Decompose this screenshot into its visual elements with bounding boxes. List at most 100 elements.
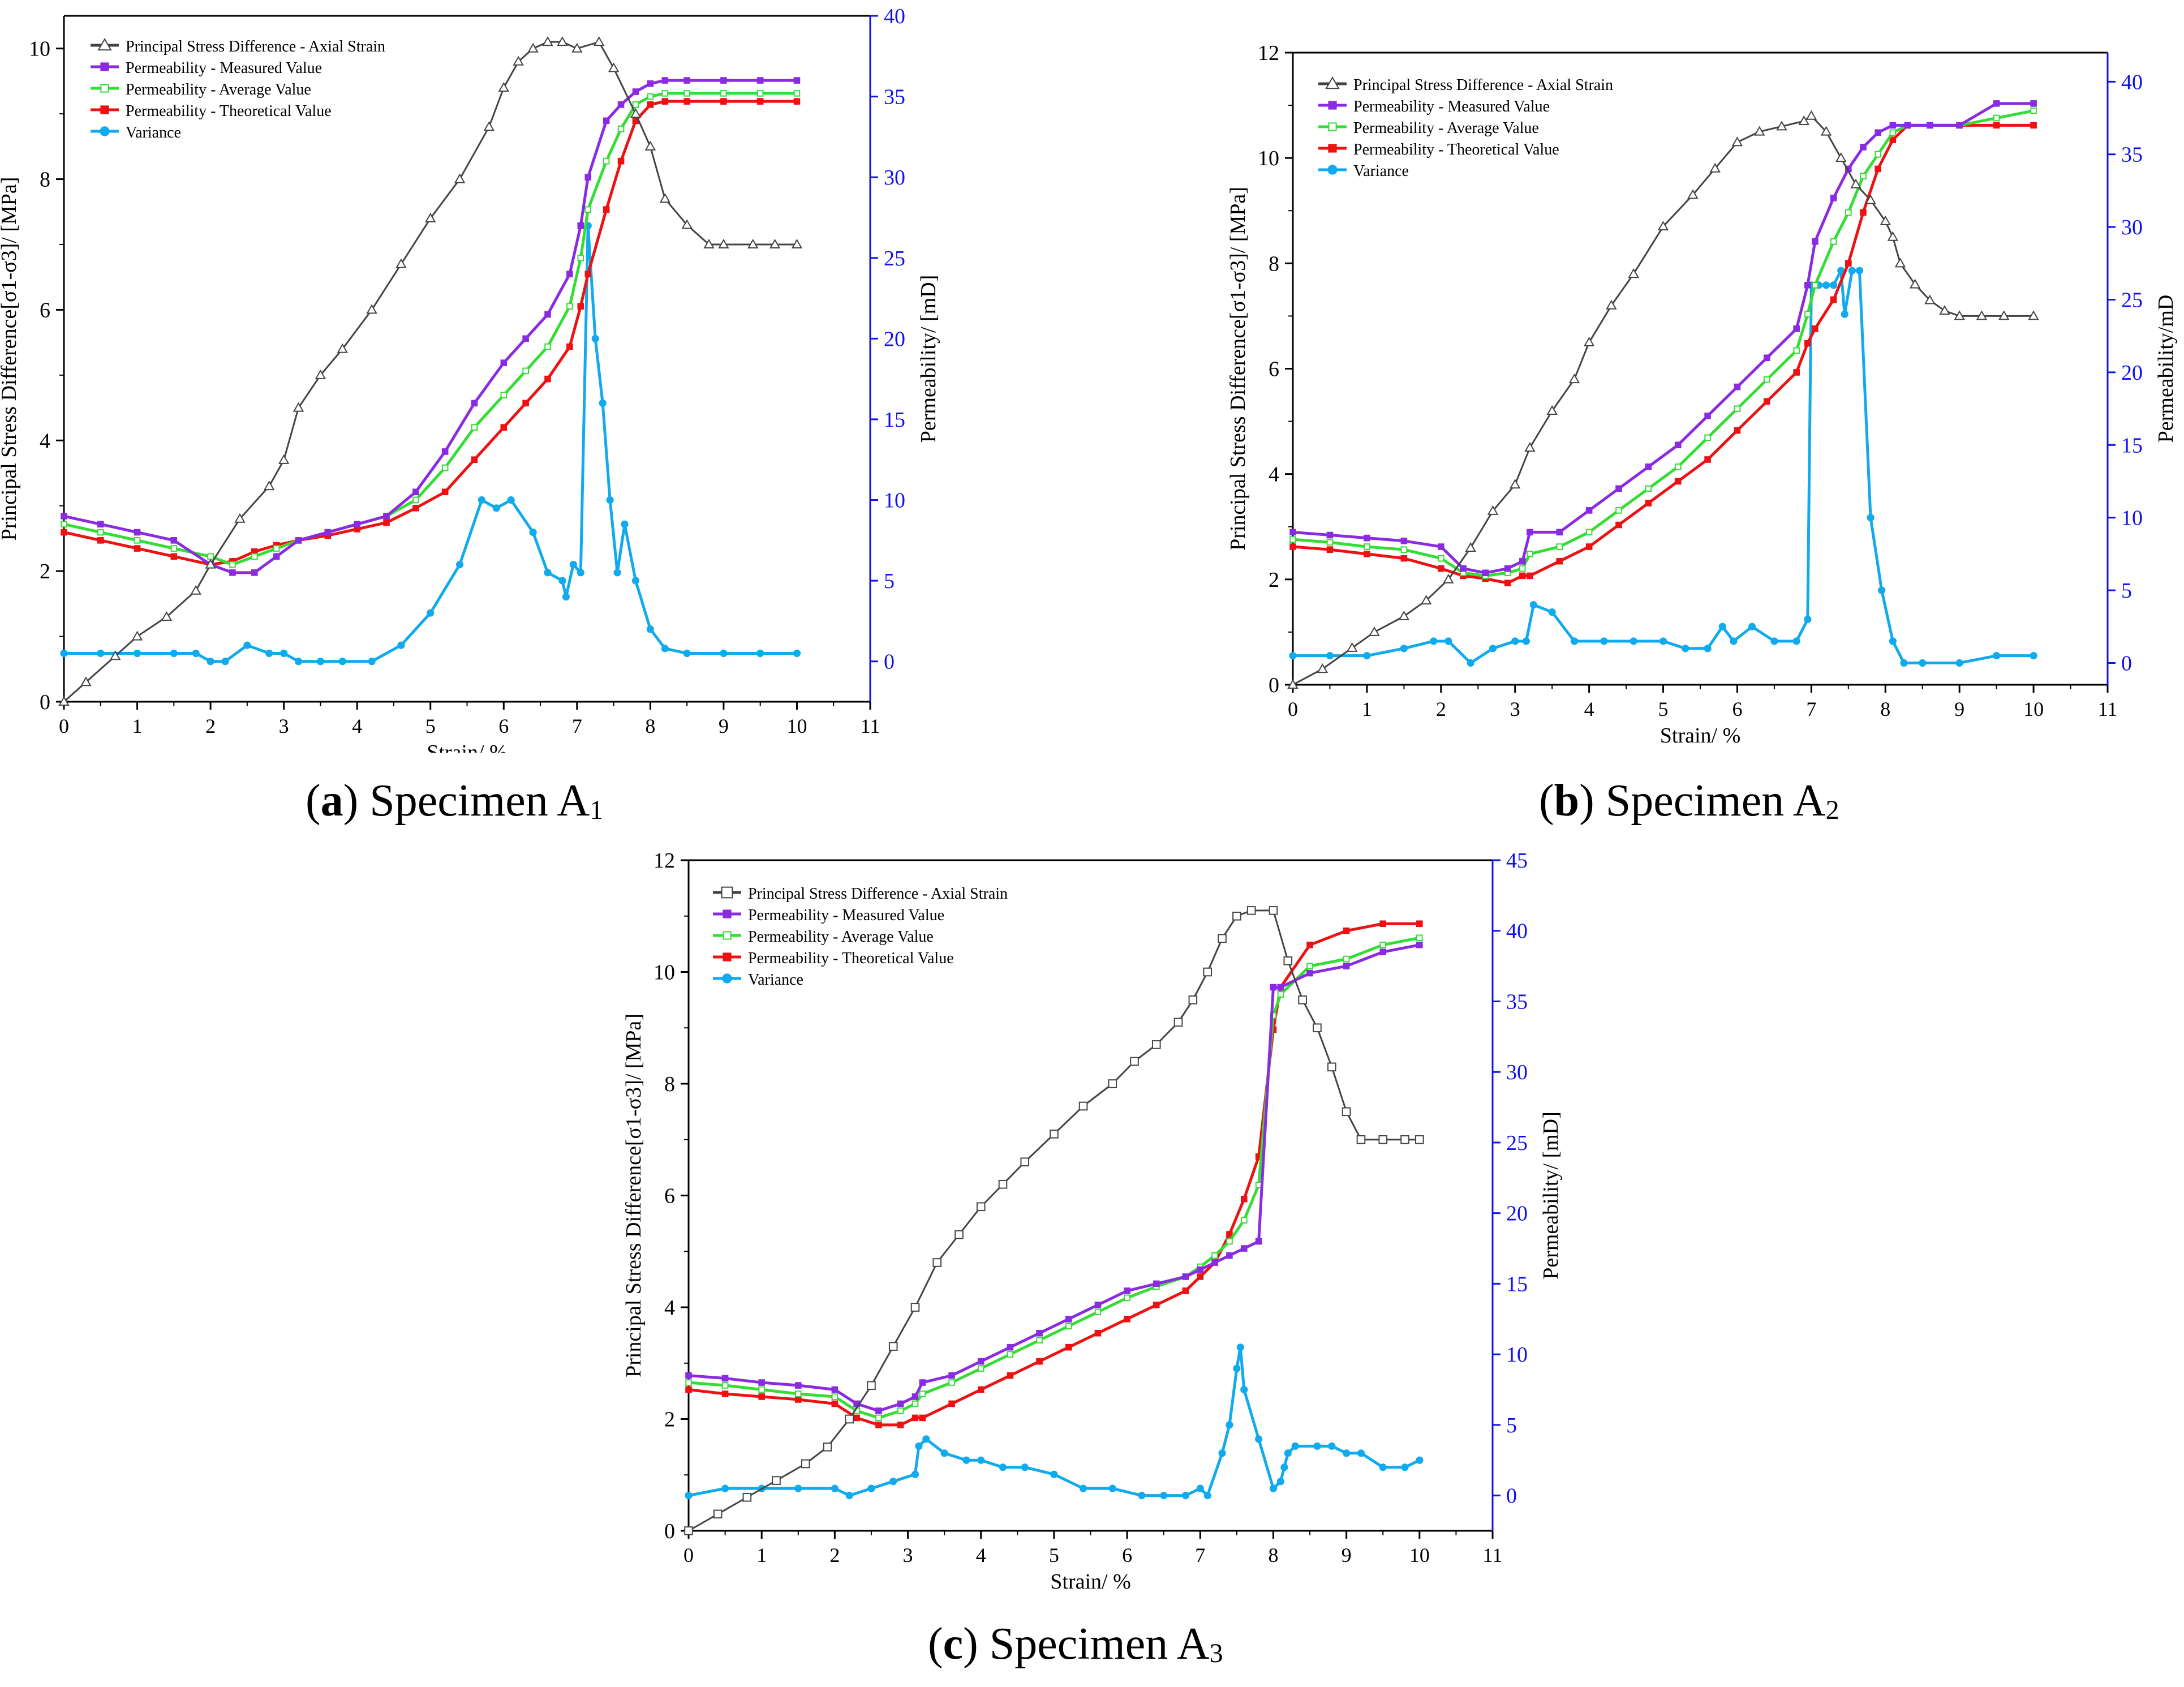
chart-b-variance-point xyxy=(1855,267,1864,274)
chart-c-y-tick-label: 12 xyxy=(654,849,675,873)
chart-b-measured-point xyxy=(1674,441,1682,449)
chart-c-average-point xyxy=(875,1414,882,1422)
chart-a-average-point xyxy=(603,157,610,165)
chart-a-theoretical-point xyxy=(793,98,801,105)
chart-a-x-tick-label: 5 xyxy=(425,715,436,737)
chart-c-variance-point xyxy=(1343,1449,1351,1457)
chart-a-x-tick-label: 8 xyxy=(645,715,655,737)
chart-a-legend-swatch-marker xyxy=(100,62,109,71)
chart-c-measured-point xyxy=(1211,1259,1218,1266)
chart-b-variance-point xyxy=(1822,281,1830,289)
chart-a-y2-tick-label: 15 xyxy=(884,408,905,432)
chart-c-legend-label: Permeability - Measured Value xyxy=(748,907,944,924)
chart-c-theoretical-point xyxy=(1036,1358,1043,1365)
chart-b-measured-point xyxy=(1793,325,1800,332)
chart-b-x-tick-label: 8 xyxy=(1880,698,1890,720)
chart-a-variance-point xyxy=(294,658,303,666)
chart-c-variance-point xyxy=(1108,1484,1116,1492)
chart-a-measured-point xyxy=(61,513,67,520)
chart-b-measured-point xyxy=(1927,122,1933,129)
chart-b-variance-point xyxy=(1467,659,1474,667)
chart-b-y2-tick-label: 20 xyxy=(2121,361,2143,385)
chart-a-x-axis-label: Strain/ % xyxy=(427,741,507,753)
chart-a-group: 0 1 2 3 4 5 6 7 8 9 10 11 0 2 4 6 8 10 0 5 10 15 20 25 30 35 40 Str… xyxy=(0,5,940,753)
chart-b-average-point xyxy=(1556,543,1563,550)
chart-b-variance-point xyxy=(1704,645,1712,653)
chart-a-theoretical-point xyxy=(577,303,584,310)
chart-a-stress-point xyxy=(747,238,759,248)
chart-b-x-tick-label: 4 xyxy=(1584,698,1594,720)
chart-b-theoretical-point xyxy=(1875,165,1881,173)
chart-c-measured-point xyxy=(919,1379,926,1386)
chart-a-variance-point xyxy=(544,569,552,577)
chart-c-stress-point xyxy=(1130,1057,1139,1066)
chart-c-measured-point xyxy=(1182,1273,1189,1280)
chart-b-variance-point xyxy=(1748,623,1756,630)
chart-a-average-point xyxy=(134,537,141,544)
chart-c-y2-tick-label: 0 xyxy=(1506,1484,1517,1508)
chart-c-x-tick-label: 5 xyxy=(1049,1544,1059,1566)
chart-a-svg: 0 1 2 3 4 5 6 7 8 9 10 11 0 2 4 6 8 10 0 5 10 15 20 25 30 35 40 Str… xyxy=(0,5,940,753)
chart-b-average-point xyxy=(1845,209,1852,216)
chart-c-theoretical-point xyxy=(948,1400,955,1407)
chart-b-stress-point xyxy=(1731,136,1743,147)
chart-c-variance-point xyxy=(1181,1492,1190,1500)
chart-a-measured-point xyxy=(134,529,141,536)
chart-c-theoretical-point xyxy=(1124,1315,1130,1323)
chart-c-y-tick-label: 6 xyxy=(664,1184,675,1208)
chart-c-theoretical-point xyxy=(1343,927,1350,934)
chart-c-legend-swatch-marker xyxy=(722,973,732,984)
chart-b-x-tick-label: 11 xyxy=(2098,698,2118,720)
chart-a-variance-point xyxy=(280,649,288,658)
chart-a-theoretical-point xyxy=(544,375,551,383)
chart-b-x-tick-label: 9 xyxy=(1954,698,1964,720)
chart-c-variance-point xyxy=(1255,1435,1263,1443)
chart-a-y-tick-label: 8 xyxy=(40,168,50,192)
chart-c-average-point xyxy=(919,1390,926,1397)
chart-c-average-point xyxy=(912,1400,919,1407)
chart-a-legend-label: Variance xyxy=(126,124,181,141)
caption-c-sub: 3 xyxy=(1209,1638,1223,1668)
chart-a-variance-point xyxy=(599,399,607,407)
chart-c-stress-point xyxy=(845,1414,854,1424)
chart-a-average-point xyxy=(584,206,592,213)
chart-b-average-point xyxy=(1364,543,1370,550)
caption-b: (b) Specimen A2 xyxy=(1539,776,1839,826)
chart-b-y2-tick-label: 15 xyxy=(2121,433,2143,457)
chart-c-stress-point xyxy=(976,1202,986,1212)
chart-c-x-tick-label: 9 xyxy=(1342,1544,1352,1566)
chart-b-variance-point xyxy=(1730,637,1738,645)
chart-a-measured-point xyxy=(471,400,478,407)
chart-c-measured-point xyxy=(1094,1302,1102,1308)
chart-a-variance-point xyxy=(606,496,614,504)
chart-a-average-point xyxy=(661,90,669,97)
chart-b-stress-point xyxy=(1865,194,1876,204)
caption-b-sub: 2 xyxy=(1825,795,1839,825)
chart-b-average-point xyxy=(1764,376,1770,383)
chart-c-theoretical-point xyxy=(794,1396,802,1403)
chart-a-variance-point xyxy=(192,649,200,658)
chart-b-measured-point xyxy=(1527,529,1533,536)
chart-a-average-point xyxy=(471,424,478,431)
chart-c-variance-point xyxy=(1379,1463,1387,1471)
caption-b-letter: b xyxy=(1554,776,1580,826)
chart-c-y2-axis-label: Permeability/ [mD] xyxy=(1539,1111,1563,1280)
chart-c-theoretical-point xyxy=(721,1390,729,1397)
chart-c-stress-point xyxy=(1020,1157,1030,1167)
chart-b-theoretical-point xyxy=(1504,579,1511,587)
chart-c-stress-point xyxy=(867,1381,876,1390)
chart-c-stress-point xyxy=(1378,1135,1388,1144)
chart-b-variance-point xyxy=(1326,652,1334,660)
chart-b-variance-point xyxy=(1444,637,1452,645)
chart-a-legend-swatch-marker xyxy=(100,105,109,114)
chart-c-stress-point xyxy=(713,1509,723,1519)
chart-c-stress-point xyxy=(801,1459,810,1469)
chart-b-variance-point xyxy=(1289,652,1297,660)
chart-b-theoretical-point xyxy=(1289,543,1296,550)
chart-c-variance-point xyxy=(1276,1478,1284,1486)
chart-c-measured-point xyxy=(794,1382,802,1389)
chart-b-average-point xyxy=(2030,107,2037,114)
chart-a-stress-point xyxy=(681,219,693,229)
chart-c-stress-point xyxy=(1151,1040,1161,1049)
chart-b-legend-swatch-marker xyxy=(1328,101,1337,110)
